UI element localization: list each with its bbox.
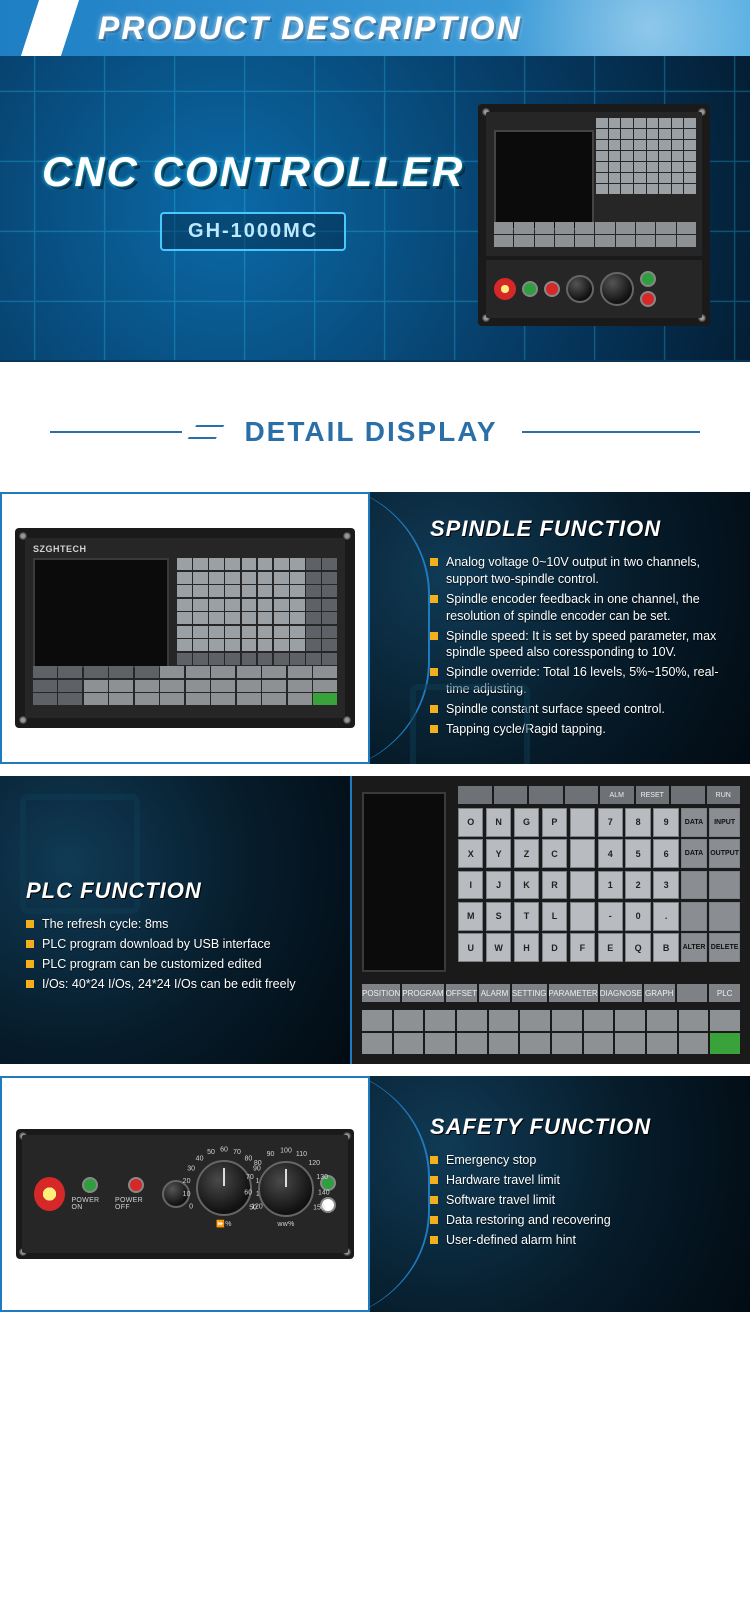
power-on-button-icon [522, 281, 538, 297]
bullet-item: The refresh cycle: 8ms [26, 916, 324, 933]
safety-image-box: POWER ON POWER OFF 010203040506070809010… [0, 1076, 370, 1312]
bullet-item: Spindle encoder feedback in one channel,… [430, 591, 720, 625]
feature-spindle: SZGHTECH SPINDLE FUNCTION Analog voltage… [0, 492, 750, 764]
cnc-keypad-closeup: ALMRESETRUN ONGP789DATAINPUTXYZC456DATAO… [352, 776, 750, 1064]
cnc-front-panel: SZGHTECH [15, 528, 355, 728]
chip-bg-icon [410, 684, 530, 764]
power-off-button-icon [128, 1177, 144, 1193]
hero-product-name: CNC CONTROLLER [42, 148, 464, 196]
bullet-item: PLC program can be customized edited [26, 956, 324, 973]
header-title: PRODUCT DESCRIPTION [98, 10, 522, 47]
section-title-row: DETAIL DISPLAY [0, 416, 750, 448]
feed-dial-icon [566, 275, 594, 303]
feature-plc: ALMRESETRUN ONGP789DATAINPUTXYZC456DATAO… [0, 776, 750, 1064]
plc-image-box: ALMRESETRUN ONGP789DATAINPUTXYZC456DATAO… [350, 776, 750, 1064]
spindle-text-panel: SPINDLE FUNCTION Analog voltage 0~10V ou… [370, 492, 750, 764]
plc-bullets: The refresh cycle: 8ms PLC program downlo… [26, 916, 324, 993]
hero-device-image [478, 104, 710, 326]
plc-fn-row: POSITIONPROGRAMOFFSETALARMSETTINGPARAMET… [362, 984, 740, 1002]
spindle-image-box: SZGHTECH [0, 492, 370, 764]
power-off-label: POWER OFF [115, 1197, 156, 1211]
plc-text-panel: PLC FUNCTION The refresh cycle: 8ms PLC p… [0, 776, 350, 1064]
power-on-button-icon [82, 1177, 98, 1193]
plc-bottom-row [362, 1010, 740, 1054]
plc-key-grid: ONGP789DATAINPUTXYZC456DATAOUTPUTIJKR123… [458, 808, 740, 962]
device-fn-row [494, 222, 696, 250]
estop-button-icon [494, 278, 516, 300]
safety-bullets: Emergency stop Hardware travel limit Softw… [430, 1152, 724, 1248]
bullet-item: User-defined alarm hint [430, 1232, 720, 1249]
brand-label: SZGHTECH [33, 544, 87, 554]
plc-title: PLC FUNCTION [26, 878, 324, 904]
cycle-stop-icon [640, 291, 656, 307]
device-lcd [494, 130, 594, 230]
bullet-item: Hardware travel limit [430, 1172, 720, 1189]
spindle-dial-icon [600, 272, 634, 306]
estop-button-icon [34, 1177, 65, 1211]
cycle-start-icon [640, 271, 656, 287]
panel-lcd [33, 558, 169, 668]
panel-fnrow [33, 666, 337, 710]
header-banner: PRODUCT DESCRIPTION [0, 0, 750, 56]
spindle-override-dial: 5060708090100110120130140150 [258, 1161, 314, 1217]
safety-text-panel: SAFETY FUNCTION Emergency stop Hardware t… [370, 1076, 750, 1312]
plc-tab-row: ALMRESETRUN [458, 786, 740, 804]
header-slash-decor [21, 0, 79, 56]
bullet-item: Data restoring and recovering [430, 1212, 720, 1229]
bullet-item: PLC program download by USB interface [26, 936, 324, 953]
hero: CNC CONTROLLER GH-1000MC [0, 56, 750, 362]
bullet-item: I/Os: 40*24 I/Os, 24*24 I/Os can be edit… [26, 976, 324, 993]
bullet-item: Software travel limit [430, 1192, 720, 1209]
section-title: DETAIL DISPLAY [244, 416, 497, 448]
power-off-button-icon [544, 281, 560, 297]
bullet-item: Emergency stop [430, 1152, 720, 1169]
hero-model-badge: GH-1000MC [160, 212, 346, 251]
bullet-item: Spindle speed: It is set by speed parame… [430, 628, 720, 662]
spindle-title: SPINDLE FUNCTION [430, 516, 724, 542]
operator-panel: POWER ON POWER OFF 010203040506070809010… [16, 1129, 354, 1259]
hero-text: CNC CONTROLLER GH-1000MC [42, 148, 464, 251]
safety-title: SAFETY FUNCTION [430, 1114, 724, 1140]
power-on-label: POWER ON [71, 1197, 109, 1211]
panel-keygrid [177, 558, 337, 670]
curve-decor [370, 1076, 430, 1312]
feature-safety: POWER ON POWER OFF 010203040506070809010… [0, 1076, 750, 1312]
plc-lcd-edge [362, 792, 446, 972]
device-keypad [596, 118, 696, 206]
bullet-item: Analog voltage 0~10V output in two chann… [430, 554, 720, 588]
device-operator-panel [486, 260, 702, 318]
